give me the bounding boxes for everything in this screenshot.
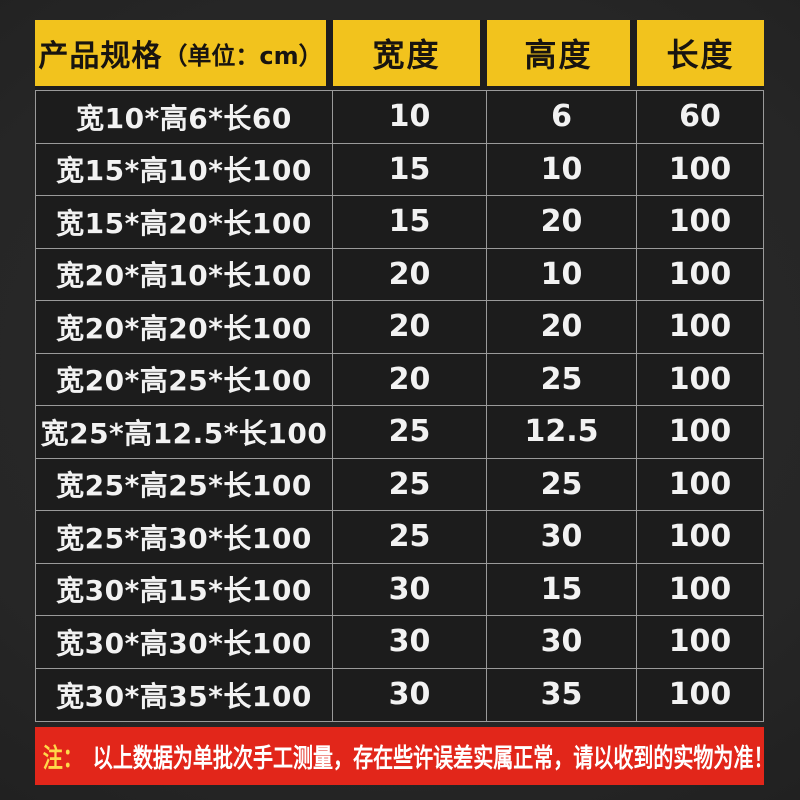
length-value-cell: 100 [637,353,763,406]
table-body: 宽10*高6*长60 10 6 60 宽15*高10*长100 15 10 10… [35,90,764,722]
width-value-cell: 30 [333,563,487,616]
width-value-cell: 25 [333,458,487,511]
height-value-cell: 25 [487,353,637,406]
height-value-cell: 35 [487,668,637,721]
width-value-cell: 25 [333,511,487,564]
spec-cell: 宽25*高30*长100 [36,511,333,564]
width-value-cell: 15 [333,143,487,196]
width-value-cell: 30 [333,668,487,721]
length-value-cell: 100 [637,668,763,721]
length-value-cell: 100 [637,511,763,564]
table-header-row: 产品规格 （单位：cm） 宽度 高度 长度 [35,20,764,90]
height-value-cell: 20 [487,196,637,249]
note-text: 以上数据为单批次手工测量，存在些许误差实属正常，请以收到的实物为准！ [92,743,764,774]
header-cell-height: 高度 [487,20,637,86]
height-value-cell: 30 [487,511,637,564]
note-line: 注： 以上数据为单批次手工测量，存在些许误差实属正常，请以收到的实物为准！ [35,738,764,775]
table-row: 宽25*高30*长100 25 30 100 [36,511,763,564]
table-row: 宽25*高25*长100 25 25 100 [36,458,763,511]
height-value-cell: 12.5 [487,406,637,459]
height-value-cell: 10 [487,248,637,301]
note-label: 注： [42,743,83,774]
length-value-cell: 100 [637,458,763,511]
header-title: 产品规格 [38,39,163,74]
length-value-cell: 100 [637,143,763,196]
length-value-cell: 100 [637,248,763,301]
spec-cell: 宽20*高10*长100 [36,248,333,301]
length-value-cell: 100 [637,563,763,616]
width-value-cell: 15 [333,196,487,249]
header-cell-product-spec: 产品规格 （单位：cm） [35,20,333,86]
height-value-cell: 10 [487,143,637,196]
header-cell-width: 宽度 [333,20,487,86]
spec-cell: 宽10*高6*长60 [36,91,333,144]
height-value-cell: 6 [487,91,637,144]
header-unit-label: （单位：cm） [163,41,323,70]
spec-cell: 宽15*高10*长100 [36,143,333,196]
table-row: 宽20*高20*长100 20 20 100 [36,301,763,354]
height-value-cell: 20 [487,301,637,354]
width-value-cell: 10 [333,91,487,144]
width-value-cell: 20 [333,353,487,406]
width-value-cell: 25 [333,406,487,459]
length-value-cell: 100 [637,301,763,354]
spec-cell: 宽30*高30*长100 [36,616,333,669]
length-value-cell: 100 [637,196,763,249]
length-value-cell: 100 [637,406,763,459]
length-value-cell: 100 [637,616,763,669]
spec-cell: 宽30*高35*长100 [36,668,333,721]
spec-cell: 宽20*高20*长100 [36,301,333,354]
table-row: 宽30*高15*长100 30 15 100 [36,563,763,616]
table-row: 宽30*高30*长100 30 30 100 [36,616,763,669]
length-value-cell: 60 [637,91,763,144]
spec-cell: 宽25*高12.5*长100 [36,406,333,459]
spec-cell: 宽15*高20*长100 [36,196,333,249]
table-row: 宽20*高10*长100 20 10 100 [36,248,763,301]
spec-cell: 宽20*高25*长100 [36,353,333,406]
table-row: 宽30*高35*长100 30 35 100 [36,668,763,721]
spec-cell: 宽30*高15*长100 [36,563,333,616]
spec-table: 产品规格 （单位：cm） 宽度 高度 长度 宽10*高6*长60 10 6 60… [35,20,764,722]
table-row: 宽15*高20*长100 15 20 100 [36,196,763,249]
width-value-cell: 20 [333,301,487,354]
header-cell-length: 长度 [637,20,764,86]
note-banner: 注： 以上数据为单批次手工测量，存在些许误差实属正常，请以收到的实物为准！ [35,727,764,785]
table-row: 宽20*高25*长100 20 25 100 [36,353,763,406]
table-row: 宽15*高10*长100 15 10 100 [36,143,763,196]
height-value-cell: 30 [487,616,637,669]
width-value-cell: 30 [333,616,487,669]
height-value-cell: 25 [487,458,637,511]
width-value-cell: 20 [333,248,487,301]
spec-cell: 宽25*高25*长100 [36,458,333,511]
table-row: 宽25*高12.5*长100 25 12.5 100 [36,406,763,459]
height-value-cell: 15 [487,563,637,616]
table-row: 宽10*高6*长60 10 6 60 [36,91,763,144]
